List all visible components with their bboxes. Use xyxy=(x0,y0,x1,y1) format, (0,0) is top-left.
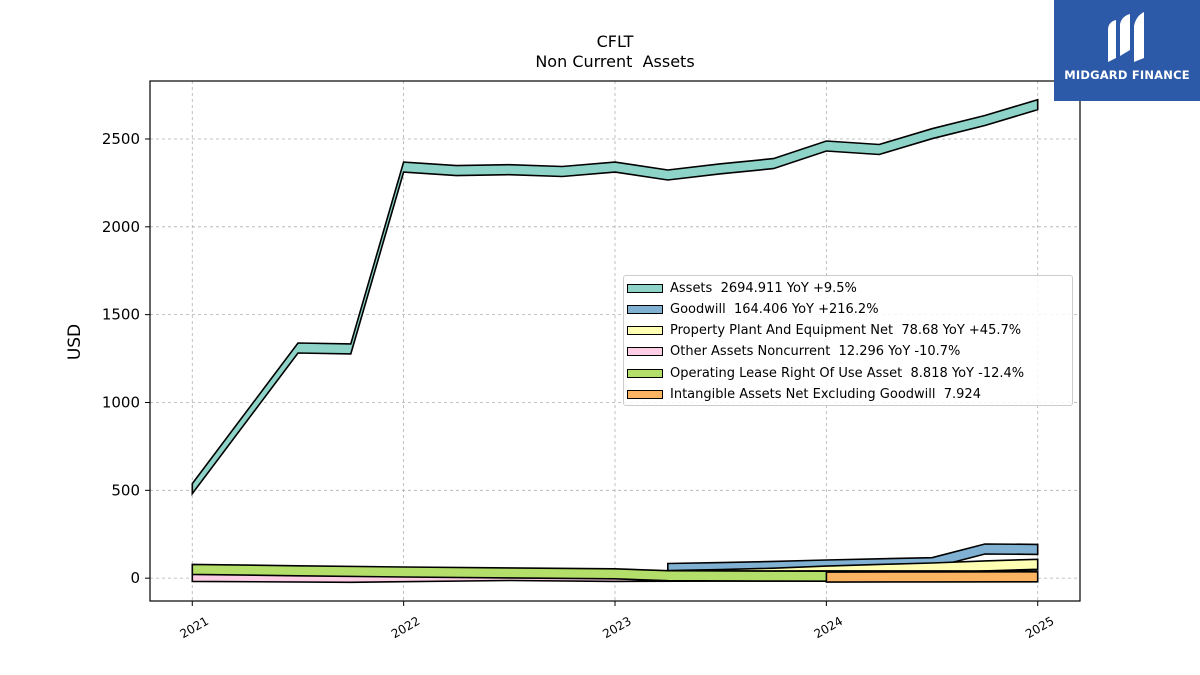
chart-subtitle: Non Current Assets xyxy=(535,52,695,71)
legend-label: Property Plant And Equipment Net 78.68 Y… xyxy=(670,323,1022,339)
legend-swatch xyxy=(627,390,663,399)
x-tick-label: 2025 xyxy=(1023,614,1056,641)
y-tick-label: 1500 xyxy=(102,306,140,324)
chart-legend: Assets 2694.911 YoY +9.5% Goodwill 164.40… xyxy=(623,275,1073,406)
legend-swatch xyxy=(627,283,663,293)
legend-item: Goodwill 164.406 YoY +216.2% xyxy=(624,300,879,318)
logo-mark-icon xyxy=(1108,12,1144,62)
x-tick-label: 2021 xyxy=(178,614,211,641)
x-tick-label: 2022 xyxy=(389,614,422,641)
legend-item: Other Assets Noncurrent 12.296 YoY -10.7… xyxy=(624,343,960,361)
series-area xyxy=(825,570,1039,583)
legend-item: Intangible Assets Net Excluding Goodwill… xyxy=(624,386,981,404)
legend-label: Intangible Assets Net Excluding Goodwill… xyxy=(670,387,981,402)
y-tick-label: 2500 xyxy=(102,130,140,148)
x-tick-label: 2024 xyxy=(812,614,845,641)
legend-swatch xyxy=(627,347,663,357)
y-tick-label: 0 xyxy=(130,569,140,587)
legend-swatch xyxy=(627,368,663,378)
legend-label: Operating Lease Right Of Use Asset 8.818… xyxy=(670,365,1025,381)
plot-series xyxy=(191,98,1039,584)
y-tick-label: 1000 xyxy=(102,393,140,411)
series-area xyxy=(191,98,1039,496)
y-axis: 0 500 1000 1500 2000 2500 xyxy=(102,130,150,587)
x-axis: 2021 2022 2023 2024 2025 xyxy=(178,601,1056,641)
logo-text: MIDGARD FINANCE xyxy=(1064,68,1190,82)
brand-logo: MIDGARD FINANCE xyxy=(1054,0,1200,101)
y-tick-label: 2000 xyxy=(102,218,140,236)
legend-swatch xyxy=(627,304,663,314)
legend-item: Assets 2694.911 YoY +9.5% xyxy=(624,279,857,297)
x-tick-label: 2023 xyxy=(600,614,633,641)
legend-label: Assets 2694.911 YoY +9.5% xyxy=(670,280,857,296)
legend-item: Property Plant And Equipment Net 78.68 Y… xyxy=(624,322,1021,340)
y-axis-label: USD xyxy=(65,324,85,360)
legend-swatch xyxy=(627,326,663,336)
y-tick-label: 500 xyxy=(111,481,140,499)
legend-item: Operating Lease Right Of Use Asset 8.818… xyxy=(624,364,1024,382)
chart-title: CFLT xyxy=(596,32,634,51)
legend-label: Goodwill 164.406 YoY +216.2% xyxy=(670,301,879,317)
legend-label: Other Assets Noncurrent 12.296 YoY -10.7… xyxy=(670,344,961,360)
